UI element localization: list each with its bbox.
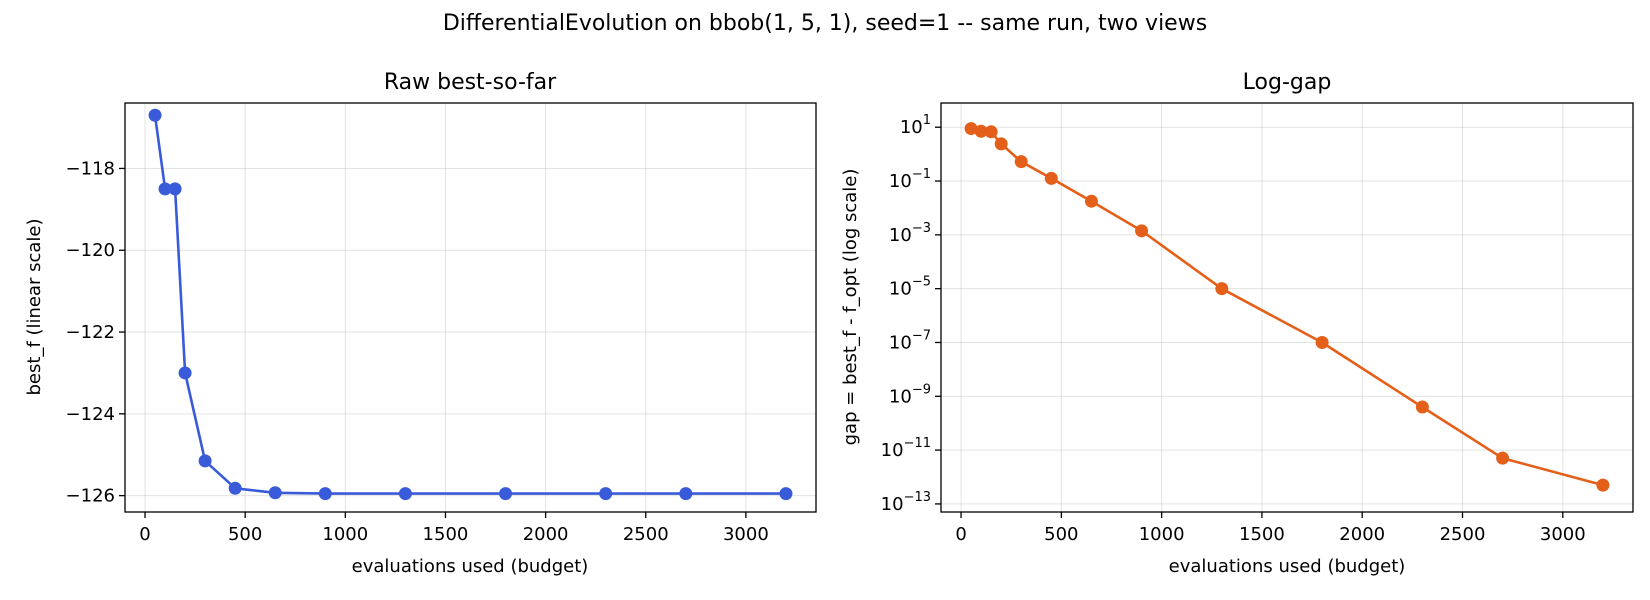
x-tick-label: 2500 xyxy=(623,524,669,545)
y-tick-label: 10−7 xyxy=(889,328,931,353)
chart-log-title: Log-gap xyxy=(1243,70,1332,95)
chart-raw-best-so-far: Raw best-so-far evaluations used (budget… xyxy=(24,70,817,577)
data-point xyxy=(1044,171,1058,185)
data-point xyxy=(1084,194,1098,208)
data-point xyxy=(679,487,693,501)
y-tick-label: 10−3 xyxy=(889,221,931,246)
x-tick-label: 1000 xyxy=(1139,524,1185,545)
x-tick-label: 1500 xyxy=(423,524,469,545)
data-point xyxy=(228,481,242,495)
data-point xyxy=(599,487,613,501)
y-tick-label: 10−13 xyxy=(881,490,931,515)
data-point xyxy=(1135,224,1149,238)
data-point xyxy=(499,487,513,501)
data-point xyxy=(198,454,212,468)
x-tick-label: 2500 xyxy=(1440,524,1486,545)
data-point xyxy=(158,182,172,196)
y-tick-label: −124 xyxy=(66,404,115,425)
data-point xyxy=(178,366,192,380)
data-point xyxy=(994,137,1008,151)
y-tick-label: 101 xyxy=(900,113,931,138)
data-point xyxy=(148,108,162,122)
data-point xyxy=(268,486,282,500)
data-point xyxy=(1415,400,1429,414)
data-point xyxy=(974,124,988,138)
chart-log-gap: Log-gap evaluations used (budget) gap = … xyxy=(840,70,1634,577)
x-tick-label: 3000 xyxy=(1540,524,1586,545)
plot-frame xyxy=(940,102,1634,513)
data-point xyxy=(1496,451,1510,465)
data-point xyxy=(964,122,978,136)
data-point xyxy=(318,487,332,501)
x-tick-label: 500 xyxy=(1044,524,1078,545)
y-tick-label: 10−11 xyxy=(881,436,931,461)
chart-raw-xlabel: evaluations used (budget) xyxy=(352,556,589,577)
data-point xyxy=(398,487,412,501)
data-point xyxy=(779,487,793,501)
x-tick-label: 2000 xyxy=(523,524,569,545)
x-tick-label: 2000 xyxy=(1339,524,1385,545)
data-point xyxy=(1014,155,1028,169)
data-point xyxy=(168,182,182,196)
y-tick-label: 10−1 xyxy=(889,167,931,192)
x-tick-label: 1000 xyxy=(322,524,368,545)
x-tick-label: 0 xyxy=(955,524,966,545)
chart-log-ylabel: gap = best_f - f_opt (log scale) xyxy=(840,169,861,446)
y-tick-label: −122 xyxy=(66,322,115,343)
figure-suptitle: DifferentialEvolution on bbob(1, 5, 1), … xyxy=(443,11,1207,36)
y-tick-label: −118 xyxy=(66,158,115,179)
series-line xyxy=(970,127,1604,487)
y-tick-label: −126 xyxy=(66,486,115,507)
y-tick-label: 10−5 xyxy=(889,275,931,300)
x-tick-label: 0 xyxy=(139,524,150,545)
x-tick-label: 3000 xyxy=(723,524,769,545)
plot-frame xyxy=(124,102,817,513)
data-point xyxy=(1315,335,1329,349)
chart-raw-ylabel: best_f (linear scale) xyxy=(24,218,45,395)
y-tick-label: −120 xyxy=(66,240,115,261)
chart-log-xlabel: evaluations used (budget) xyxy=(1169,556,1406,577)
data-point xyxy=(1596,478,1610,492)
y-tick-label: 10−9 xyxy=(889,382,931,407)
x-tick-label: 500 xyxy=(228,524,262,545)
data-point xyxy=(1215,282,1229,296)
x-tick-label: 1500 xyxy=(1239,524,1285,545)
data-point xyxy=(984,125,998,139)
series-line xyxy=(153,115,786,495)
chart-raw-title: Raw best-so-far xyxy=(384,70,557,95)
